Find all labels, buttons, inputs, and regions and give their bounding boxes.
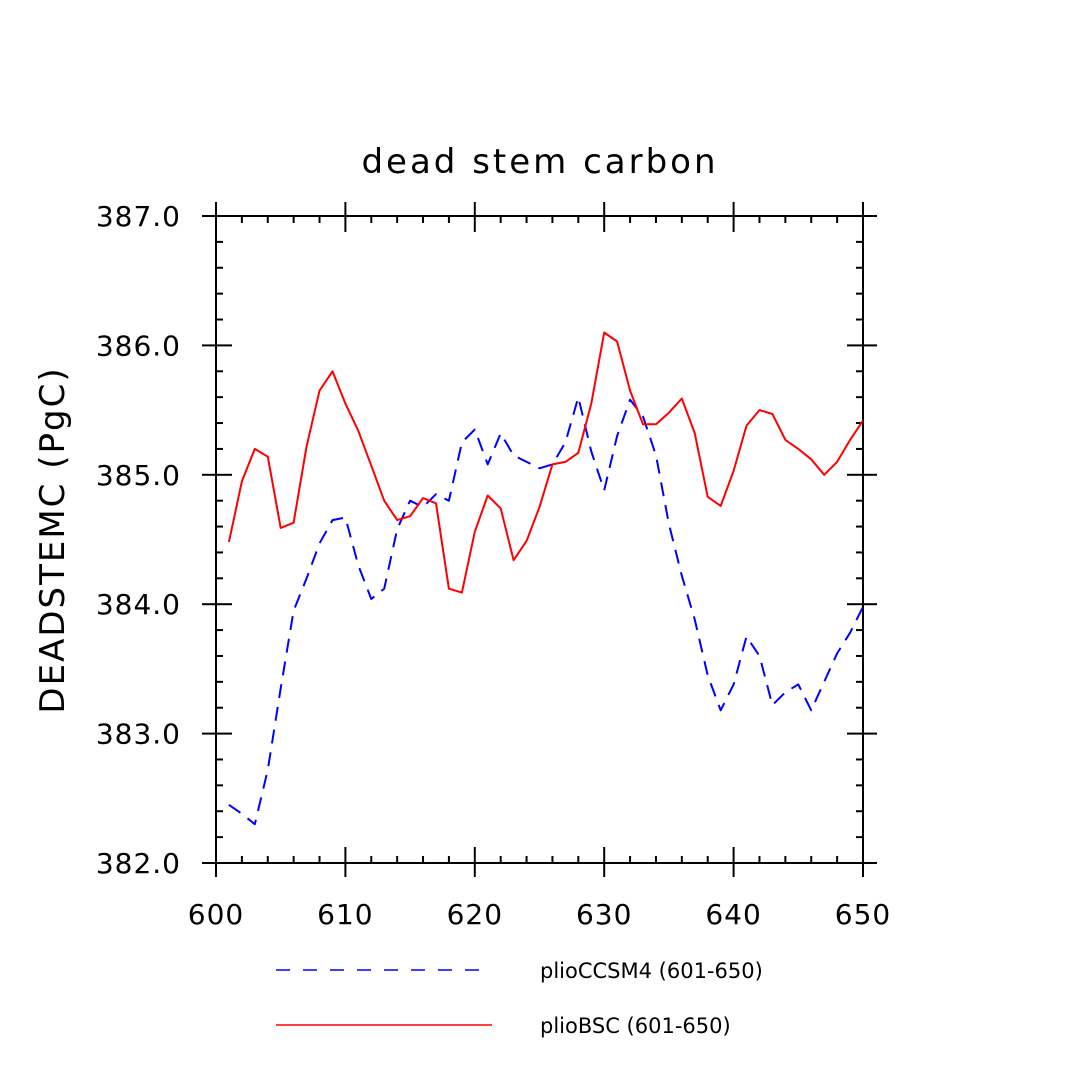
chart-title: dead stem carbon <box>361 142 718 182</box>
x-tick-label: 600 <box>188 898 244 931</box>
series-line-1 <box>228 396 864 826</box>
x-tick-label: 610 <box>317 898 373 931</box>
x-tick-label: 620 <box>447 898 503 931</box>
plot-border <box>215 215 864 864</box>
y-axis-label: DEADSTEMC (PgC) <box>33 366 73 713</box>
y-tick-label: 387.0 <box>96 200 181 233</box>
y-tick-label: 385.0 <box>96 459 181 492</box>
legend-label-2: plioBSC (601-650) <box>540 1014 731 1038</box>
plot-frame <box>215 215 864 864</box>
legend-label-1: plioCCSM4 (601-650) <box>540 959 763 983</box>
y-tick-label: 383.0 <box>96 718 181 751</box>
y-tick-labels: 382.0 383.0 384.0 385.0 386.0 387.0 <box>96 200 181 880</box>
series-line-2 <box>227 331 864 594</box>
series-lines <box>227 331 864 826</box>
x-tick-labels: 600 610 620 630 640 650 <box>188 898 891 931</box>
major-ticks <box>202 202 877 877</box>
x-tick-label: 630 <box>576 898 632 931</box>
legend: plioCCSM4 (601-650) plioBSC (601-650) <box>276 959 763 1038</box>
y-tick-label: 382.0 <box>96 847 181 880</box>
y-tick-label: 386.0 <box>96 329 181 362</box>
minor-ticks <box>216 216 863 863</box>
y-tick-label: 384.0 <box>96 588 181 621</box>
x-tick-label: 640 <box>705 898 761 931</box>
x-tick-label: 650 <box>835 898 891 931</box>
